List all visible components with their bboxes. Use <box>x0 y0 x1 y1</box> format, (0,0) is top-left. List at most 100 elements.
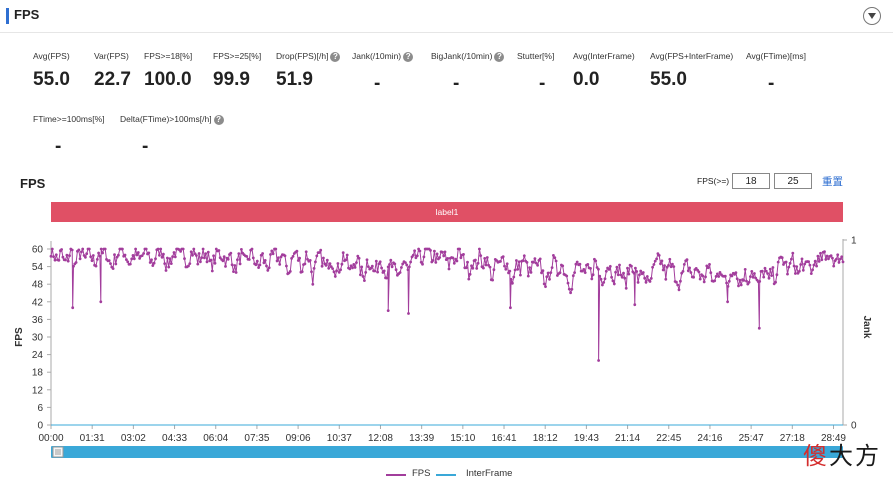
fps-point <box>760 269 764 273</box>
metric-value: - <box>55 136 62 157</box>
fps-point <box>168 257 172 261</box>
fps-point <box>340 262 344 266</box>
fps-point <box>446 257 450 260</box>
fps-point <box>364 271 368 274</box>
fps-point <box>314 260 317 264</box>
fps-point <box>270 249 274 253</box>
fps-point <box>718 271 722 274</box>
fps-point <box>251 256 255 260</box>
threshold-high-input[interactable] <box>774 173 812 189</box>
fps-point <box>171 255 175 259</box>
fps-point <box>54 253 58 257</box>
help-icon[interactable]: ? <box>494 51 505 62</box>
metric-value: 99.9 <box>213 69 250 90</box>
metric-label: Stutter[%] <box>517 51 554 61</box>
fps-point <box>706 266 710 270</box>
fps-point <box>366 265 370 268</box>
metric-label: Drop(FPS)[/h]? <box>276 51 341 62</box>
reset-link[interactable]: 重置 <box>822 176 843 188</box>
fps-point <box>222 255 226 259</box>
fps-point <box>206 250 210 254</box>
fps-point <box>832 264 836 268</box>
fps-point <box>726 300 729 304</box>
threshold-low-input[interactable] <box>732 173 770 189</box>
fps-point <box>747 280 751 284</box>
help-icon[interactable]: ? <box>330 51 341 62</box>
fps-point <box>630 264 633 268</box>
x-tick-label: 13:39 <box>409 433 434 444</box>
fps-point <box>794 272 797 275</box>
fps-point <box>688 266 691 270</box>
fps-point <box>784 260 788 264</box>
fps-point <box>344 258 348 262</box>
fps-point <box>763 266 767 270</box>
help-icon[interactable]: ? <box>213 114 224 125</box>
fps-point <box>441 250 444 254</box>
fps-point <box>534 261 538 265</box>
fps-point <box>332 270 336 274</box>
fps-point <box>132 257 136 261</box>
fps-point <box>651 265 654 269</box>
fps-point <box>798 269 801 273</box>
fps-point <box>652 263 656 266</box>
metric-label: Var(FPS) <box>94 51 129 61</box>
fps-point <box>589 267 592 270</box>
fps-point <box>840 255 844 259</box>
fps-point <box>709 271 713 275</box>
fps-point <box>521 259 525 263</box>
fps-point <box>271 252 275 256</box>
fps-point <box>189 250 193 254</box>
fps-point <box>478 247 481 251</box>
fps-point <box>636 281 640 284</box>
fps-point <box>730 274 734 278</box>
fps-point <box>758 280 762 283</box>
fps-point <box>538 257 542 261</box>
fps-point <box>661 268 665 272</box>
fps-point <box>195 254 198 257</box>
label-bar[interactable]: label1 <box>51 202 843 222</box>
fps-point <box>616 273 620 277</box>
fps-point <box>553 256 557 260</box>
fps-point <box>790 257 793 261</box>
help-icon[interactable]: ? <box>403 51 414 62</box>
fps-point <box>65 253 69 257</box>
x-tick-label: 27:18 <box>780 433 805 444</box>
fps-point <box>599 277 603 281</box>
fps-point <box>643 276 647 280</box>
fps-point <box>247 258 251 261</box>
fps-point <box>799 263 803 266</box>
fps-point <box>348 267 352 271</box>
fps-point <box>641 271 645 274</box>
panel-header: FPS <box>0 0 893 33</box>
fps-point <box>471 266 475 270</box>
fps-point <box>766 272 769 275</box>
zoom-slider-track[interactable] <box>51 446 843 458</box>
fps-point <box>435 252 439 256</box>
fps-point <box>686 269 690 273</box>
fps-point <box>135 253 139 257</box>
fps-point <box>274 247 278 251</box>
fps-point <box>226 257 230 261</box>
fps-point <box>376 270 379 274</box>
fps-point <box>199 260 202 264</box>
fps-point <box>84 255 87 259</box>
legend-swatch-fps <box>386 474 406 476</box>
fps-point <box>775 273 779 277</box>
fps-point <box>417 247 420 251</box>
fps-point <box>121 247 124 251</box>
fps-point <box>820 258 824 262</box>
fps-point <box>614 270 617 274</box>
fps-point <box>482 266 485 270</box>
x-tick-label: 10:37 <box>327 433 352 444</box>
y-tick-label: 36 <box>32 315 44 326</box>
fps-point <box>601 283 604 287</box>
fps-point <box>801 268 805 272</box>
fps-point <box>602 281 606 284</box>
fps-point <box>234 271 238 274</box>
collapse-chevron-icon[interactable] <box>863 7 881 25</box>
fps-point <box>312 267 316 270</box>
fps-point <box>488 265 492 269</box>
metric-label-text: BigJank(/10min) <box>431 51 493 61</box>
fps-point <box>660 259 664 263</box>
x-tick-label: 21:14 <box>615 433 640 444</box>
